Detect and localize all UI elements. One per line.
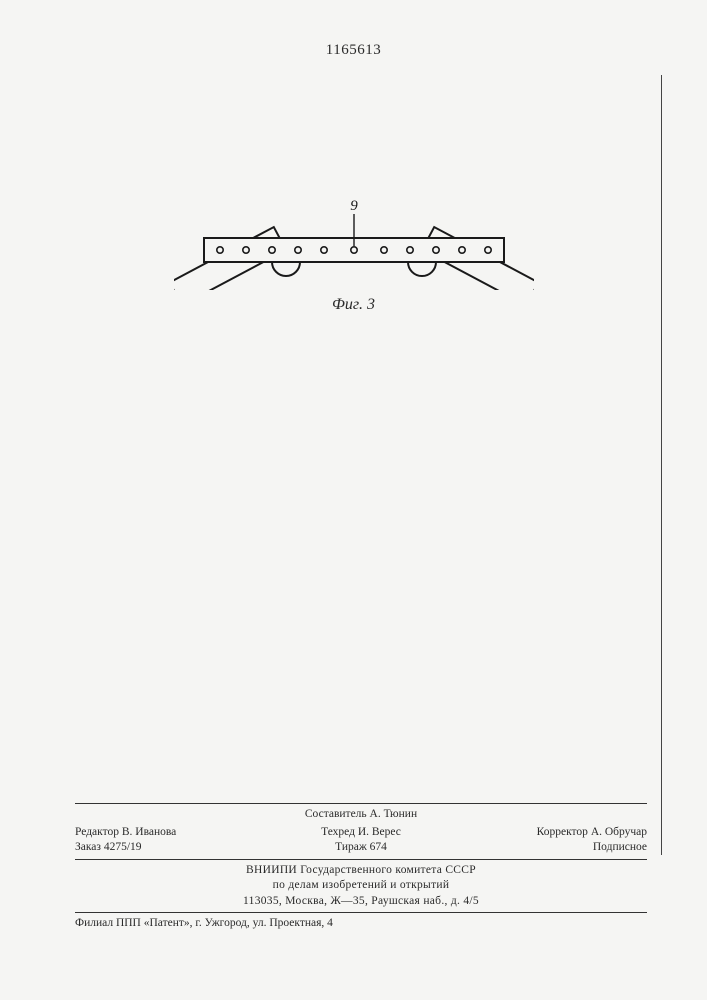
footer-rule-2 [75,859,647,860]
institute-line-3: 113035, Москва, Ж—35, Раушская наб., д. … [75,894,647,910]
footer-rule-3 [75,912,647,913]
techred-name: И. Верес [358,826,401,838]
figure-caption: Фиг. 3 [332,296,375,314]
corrector-label: Корректор [537,826,588,838]
compiler-label: Составитель [305,808,367,820]
institute-line-1: ВНИИПИ Государственного комитета СССР [75,863,647,879]
editor-label: Редактор [75,826,119,838]
footer-rule-1 [75,803,647,804]
figure-svg: 9 [174,170,534,290]
institute-line-2: по делам изобретений и открытий [75,878,647,894]
figure-arm-left-knuckle [272,262,300,276]
compiler-credit: Составитель А. Тюнин [75,807,647,823]
tirazh-value: 674 [370,841,387,853]
corrector-name: А. Обручар [591,826,647,838]
figure-arm-right-knuckle [408,262,436,276]
subscription: Подписное [456,840,647,856]
figure-callout-label: 9 [350,198,358,214]
order-value: 4275/19 [104,841,142,853]
techred-label: Техред [321,826,355,838]
editor-name: В. Иванова [122,826,176,838]
imprint-footer: Составитель А. Тюнин Редактор В. Иванова… [75,800,647,932]
credits-row-1: Редактор В. Иванова Техред И. Верес Корр… [75,825,647,841]
tirazh-label: Тираж [335,841,367,853]
institute-block: ВНИИПИ Государственного комитета СССР по… [75,863,647,910]
figure-3: 9 Фиг. 3 [0,170,707,314]
credits-row-2: Заказ 4275/19 Тираж 674 Подписное [75,840,647,856]
compiler-name: А. Тюнин [370,808,418,820]
branch-line: Филиал ППП «Патент», г. Ужгород, ул. Про… [75,916,647,932]
page-number: 1165613 [0,42,707,59]
order-label: Заказ [75,841,101,853]
